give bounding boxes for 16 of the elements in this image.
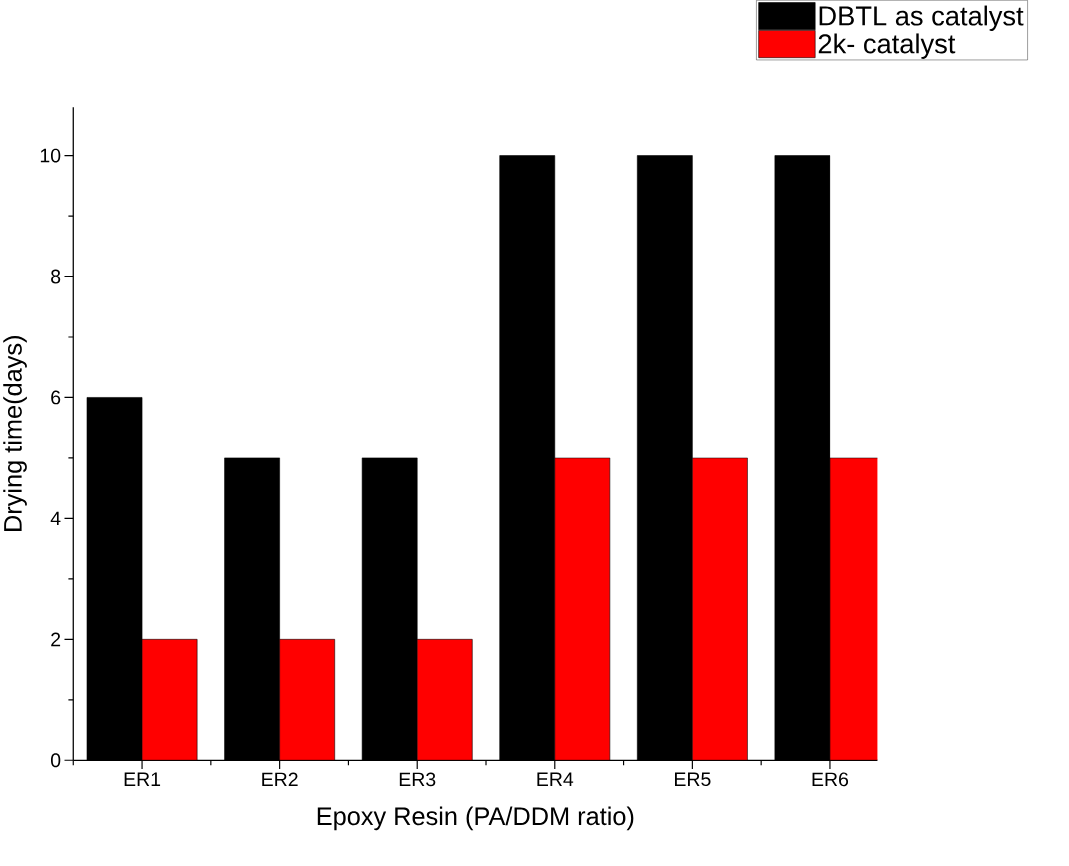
y-tick-label: 2: [51, 632, 61, 647]
x-tick-label: ER5: [675, 772, 711, 787]
y-tick-label: 8: [51, 269, 61, 284]
y-tick-label: 10: [40, 148, 61, 163]
x-tick-label: ER4: [537, 772, 574, 787]
x-tick-label: ER1: [124, 772, 161, 787]
legend-label: 2k- catalyst: [818, 33, 956, 60]
x-axis-title: Epoxy Resin (PA/DDM ratio): [317, 806, 634, 831]
y-tick-label: 6: [51, 390, 61, 405]
x-tick-label: ER2: [262, 772, 298, 787]
x-tick-label: ER6: [812, 772, 849, 787]
legend-label: DBTL as catalyst: [819, 5, 1024, 32]
y-tick-label: 0: [50, 753, 61, 768]
y-axis-title: Drying time(days): [3, 336, 27, 532]
x-tick-label: ER3: [399, 772, 436, 787]
y-tick-label: 4: [50, 511, 61, 526]
